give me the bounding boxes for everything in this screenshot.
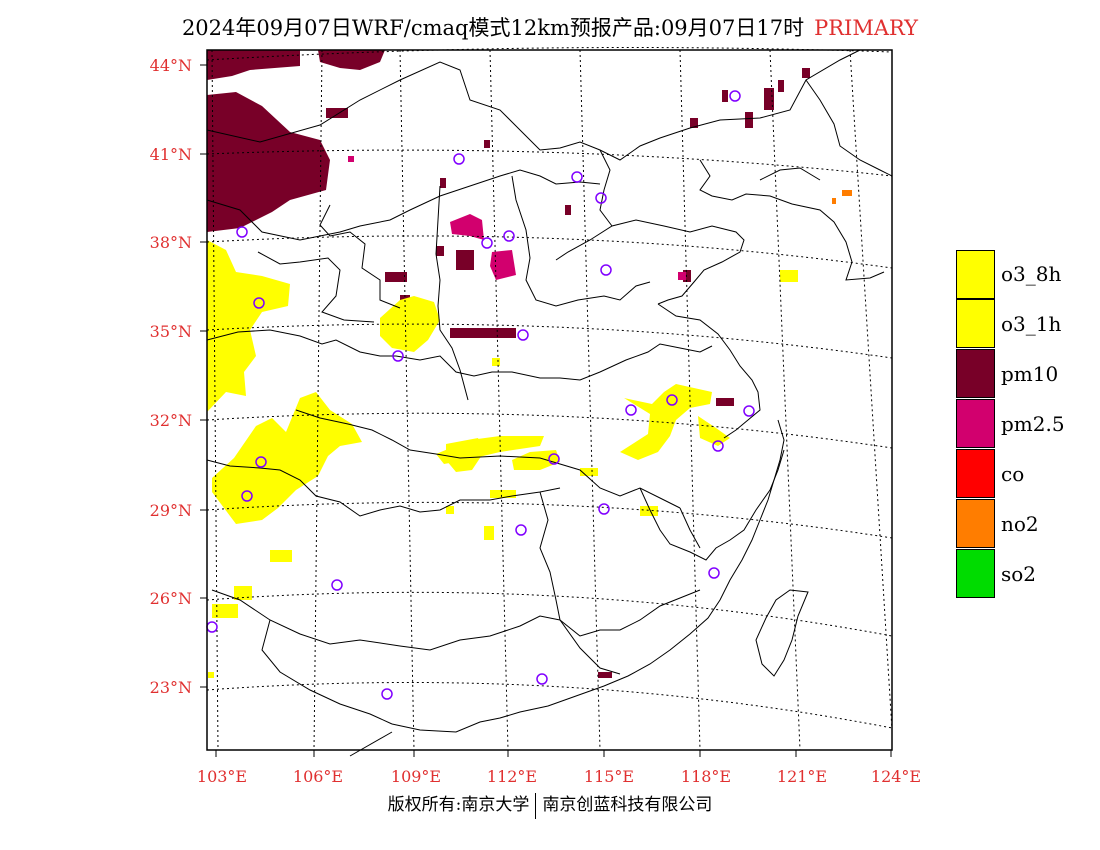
legend-label: pm2.5 [1001,412,1065,436]
lat-label-41: 41°N [150,145,192,164]
title-tag: PRIMARY [814,16,919,40]
lon-label-118: 118°E [681,767,731,786]
legend-item-o3-8h: o3_8h [956,249,1065,299]
map-frame [206,49,893,751]
lat-label-44: 44°N [150,56,192,75]
lon-label-124: 124°E [871,767,921,786]
legend-swatch [956,299,995,348]
legend-label: o3_1h [1001,312,1062,336]
footer-divider [535,792,537,819]
no2-patches [832,190,852,204]
o3-patches [207,240,798,678]
lat-label-32: 32°N [150,411,192,430]
lon-label-109: 109°E [391,767,441,786]
legend-swatch [956,249,995,299]
legend-label: so2 [1001,562,1037,586]
title-main: 2024年09月07日WRF/cmaq模式12km预报产品:09月07日17时 [181,16,805,40]
lat-label-29: 29°N [150,501,192,520]
lon-label-103: 103°E [197,767,247,786]
copyright-owner: 版权所有:南京大学 [387,795,530,815]
lon-label-115: 115°E [584,767,634,786]
city-markers [206,90,755,700]
pollutant-legend: o3_8h o3_1h pm10 pm2.5 co no2 so2 [956,249,1065,599]
legend-label: no2 [1001,512,1039,536]
legend-item-o3-1h: o3_1h [956,299,1065,349]
legend-item-co: co [956,449,1065,499]
graticule [206,47,893,751]
copyright-company: 南京创蓝科技有限公司 [542,795,713,815]
lat-label-35: 35°N [150,322,192,341]
legend-swatch [956,349,995,398]
legend-label: co [1001,462,1025,486]
lon-label-106: 106°E [293,767,343,786]
copyright-footer: 版权所有:南京大学 南京创蓝科技有限公司 [0,790,1100,819]
lat-label-38: 38°N [150,233,192,252]
legend-swatch [956,549,995,598]
lon-label-121: 121°E [777,767,827,786]
legend-swatch [956,399,995,448]
longitude-labels: 103°E 106°E 109°E 112°E 115°E 118°E 121°… [197,767,921,786]
axis-ticks [200,64,892,757]
legend-item-pm10: pm10 [956,349,1065,399]
lat-label-23: 23°N [150,678,192,697]
lat-label-26: 26°N [150,589,192,608]
legend-swatch [956,449,995,498]
legend-label: pm10 [1001,362,1059,386]
pm25-patches [348,156,686,280]
map-title: 2024年09月07日WRF/cmaq模式12km预报产品:09月07日17时 P… [0,12,1100,42]
legend-label: o3_8h [1001,262,1062,286]
legend-swatch [956,499,995,548]
pm10-patches [207,50,810,678]
lon-label-112: 112°E [487,767,537,786]
legend-item-so2: so2 [956,549,1065,599]
legend-item-no2: no2 [956,499,1065,549]
latitude-labels: 44°N 41°N 38°N 35°N 32°N 29°N 26°N 23°N [150,56,192,697]
admin-borders [206,49,893,757]
legend-item-pm25: pm2.5 [956,399,1065,449]
